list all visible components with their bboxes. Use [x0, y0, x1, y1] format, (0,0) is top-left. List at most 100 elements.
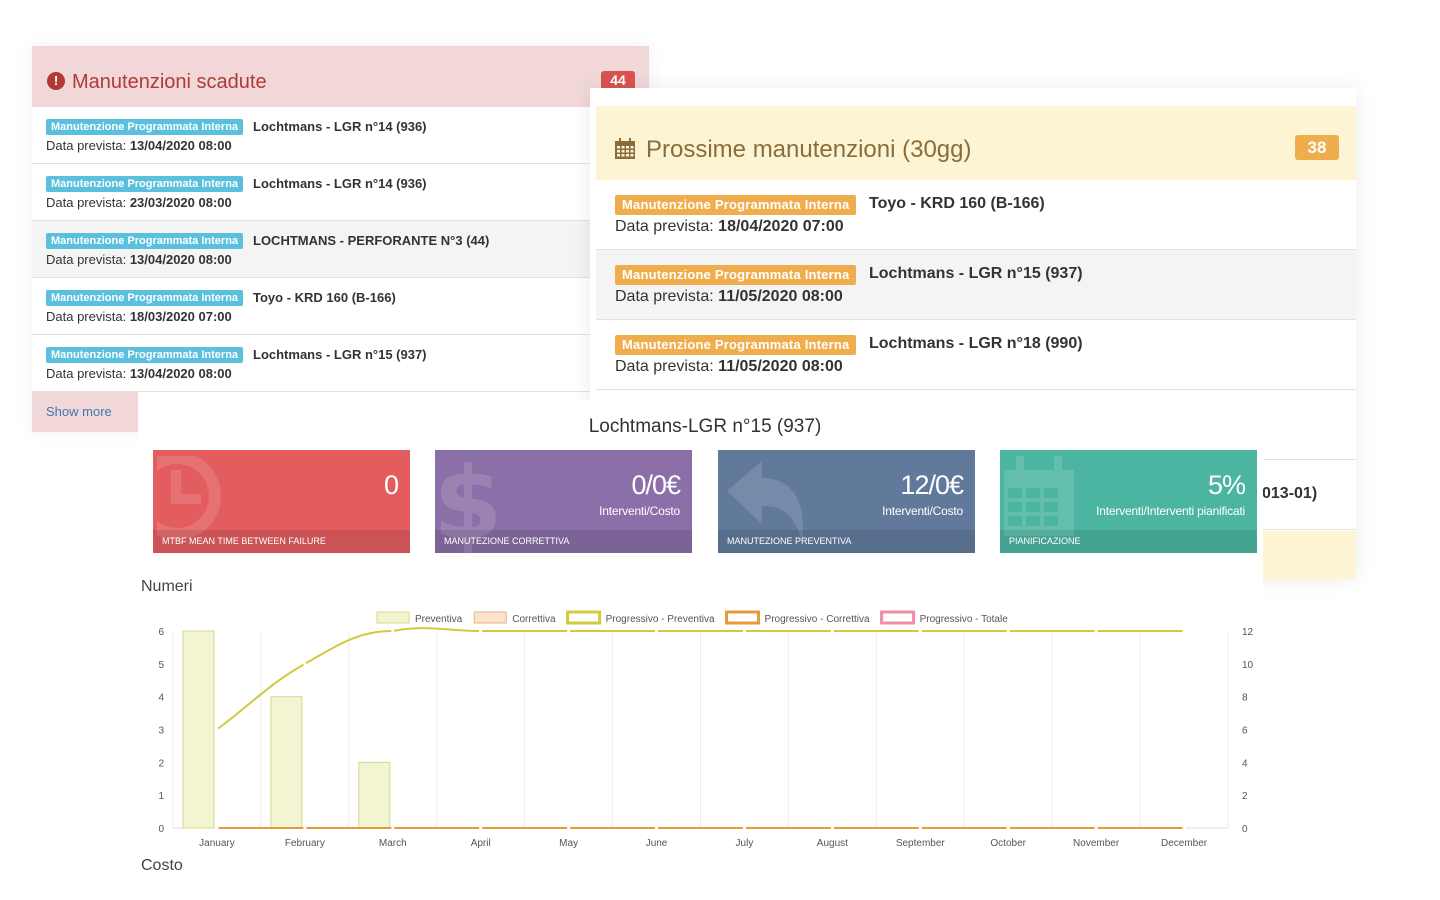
list-item[interactable]: Manutenzione Programmata Interna Lochtma…	[32, 164, 590, 221]
tile-subtitle: Interventi/Costo	[599, 504, 680, 518]
y-right-tick-label: 8	[1242, 693, 1248, 704]
legend-label: Progressivo - Correttiva	[765, 614, 870, 625]
equipment-stats-panel: Lochtmans-LGR n°15 (937) 0 MTBF mean tim…	[138, 400, 1263, 900]
y-left-tick-label: 4	[158, 693, 164, 704]
maintenance-type-tag: Manutenzione Programmata Interna	[46, 233, 244, 249]
list-item[interactable]: Manutenzione Programmata Interna Lochtma…	[32, 107, 590, 164]
line-point	[1182, 629, 1186, 633]
line-progressivo-preventiva	[216, 627, 1185, 731]
legend-swatch	[725, 610, 761, 625]
tile-subtitle: Interventi/Costo	[882, 504, 963, 518]
corrective-maintenance-tile[interactable]: $ 0/0€ Interventi/Costo Manutezione corr…	[435, 450, 692, 553]
mtbf-tile[interactable]: 0 MTBF mean time between failure	[153, 450, 410, 553]
preventive-maintenance-tile[interactable]: 12/0€ Interventi/Costo Manutezione preve…	[718, 450, 975, 553]
undo-icon	[727, 461, 803, 541]
line-point	[742, 826, 747, 830]
y-right-tick-label: 12	[1242, 627, 1254, 638]
legend-label: Preventiva	[415, 614, 463, 625]
line-point	[391, 826, 395, 830]
planning-tile[interactable]: 5% Interventi/Interventi pianificati Pia…	[1000, 450, 1257, 553]
overdue-count-badge: 44	[601, 71, 635, 91]
upcoming-footer	[1262, 531, 1356, 579]
list-item[interactable]: Manutenzione Programmata Interna LOCHTMA…	[32, 221, 590, 278]
tile-subtitle: Interventi/Interventi pianificati	[1096, 504, 1245, 518]
planned-date: Data prevista: 11/05/2020 08:00	[615, 288, 843, 305]
line-point	[215, 826, 219, 830]
tile-footer: Manutezione correttiva	[435, 530, 692, 553]
bar-preventiva	[270, 696, 303, 829]
calendar-icon	[615, 138, 635, 159]
planned-date: Data prevista: 13/04/2020 08:00	[46, 138, 232, 153]
line-point	[215, 727, 219, 732]
y-left-tick-label: 0	[158, 824, 164, 835]
x-tick-label: July	[736, 838, 754, 849]
overdue-list: Manutenzione Programmata Interna Lochtma…	[32, 107, 590, 392]
legend-swatch	[376, 611, 410, 624]
overdue-maintenance-panel: ! Manutenzioni scadute 44 Manutenzione P…	[32, 46, 649, 432]
line-point	[1094, 826, 1098, 830]
planned-date: Data prevista: 13/04/2020 08:00	[46, 252, 232, 267]
line-point	[303, 662, 307, 666]
tile-value: 5%	[1207, 470, 1246, 500]
list-item[interactable]: Manutenzione Programmata Interna Lochtma…	[32, 335, 590, 392]
overdue-header: ! Manutenzioni scadute 44	[32, 46, 649, 107]
maintenance-type-tag: Manutenzione Programmata Interna	[615, 265, 857, 285]
y-left-tick-label: 1	[158, 791, 164, 802]
maintenance-type-tag: Manutenzione Programmata Interna	[46, 290, 244, 306]
tile-value: 12/0€	[900, 470, 964, 500]
maintenance-type-tag: Manutenzione Programmata Interna	[615, 335, 857, 355]
line-point	[391, 629, 395, 633]
maintenance-type-tag: Manutenzione Programmata Interna	[46, 347, 244, 363]
equipment-name[interactable]: Lochtmans - LGR n°15 (937)	[869, 265, 1083, 282]
equipment-name[interactable]: Toyo - KRD 160 (B-166)	[869, 195, 1045, 212]
line-point	[654, 826, 659, 830]
equipment-name[interactable]: Lochtmans - LGR n°18 (990)	[869, 335, 1083, 352]
y-right-tick-label: 0	[1242, 824, 1248, 835]
x-tick-label: June	[646, 838, 668, 849]
tile-footer: Manutezione preventiva	[718, 530, 975, 553]
legend-label: Progressivo - Totale	[920, 614, 1009, 625]
line-point	[1094, 629, 1098, 633]
list-item[interactable]: Manutenzione Programmata Interna Lochtma…	[596, 320, 1356, 390]
upcoming-title: Prossime manutenzioni (30gg)	[646, 136, 972, 163]
line-point	[479, 826, 483, 830]
list-item[interactable]: Manutenzione Programmata Interna Lochtma…	[596, 250, 1356, 320]
y-right-tick-label: 4	[1242, 758, 1248, 769]
clock-icon	[157, 456, 221, 540]
equipment-name[interactable]: LOCHTMANS - PERFORANTE N°3 (44)	[253, 233, 490, 248]
x-tick-label: September	[896, 838, 946, 849]
y-left-tick-label: 6	[158, 627, 164, 638]
line-point	[567, 826, 571, 830]
legend-swatch	[880, 610, 916, 625]
line-point	[830, 826, 834, 830]
line-point	[1182, 826, 1186, 830]
y-left-tick-label: 5	[158, 660, 164, 671]
legend-swatch	[473, 611, 507, 624]
y-right-tick-label: 10	[1242, 660, 1254, 671]
upcoming-header: Prossime manutenzioni (30gg) 38	[596, 106, 1356, 180]
equipment-name[interactable]: Lochtmans - LGR n°15 (937)	[253, 347, 427, 362]
line-point	[918, 629, 922, 633]
equipment-name[interactable]: Lochtmans - LGR n°14 (936)	[253, 176, 427, 191]
legend-label: Correttiva	[512, 614, 556, 625]
show-more-link[interactable]: Show more	[46, 404, 112, 419]
list-item[interactable]: Manutenzione Programmata Interna Toyo - …	[32, 278, 590, 335]
exclamation-circle-icon: !	[47, 72, 65, 90]
equipment-name[interactable]: Toyo - KRD 160 (B-166)	[253, 290, 396, 305]
list-item[interactable]: Manutenzione Programmata Interna Toyo - …	[596, 180, 1356, 250]
planned-date: Data prevista: 18/04/2020 07:00	[615, 218, 844, 235]
line-point	[830, 629, 834, 633]
line-point	[1006, 826, 1010, 830]
equipment-name[interactable]: Lochtmans - LGR n°14 (936)	[253, 119, 427, 134]
section-numbers-label: Numeri	[141, 578, 193, 595]
y-left-tick-label: 3	[158, 726, 164, 737]
x-tick-label: May	[559, 838, 578, 849]
y-right-tick-label: 6	[1242, 726, 1248, 737]
bar-preventiva	[358, 761, 391, 829]
upcoming-count-badge: 38	[1295, 135, 1339, 160]
x-tick-label: April	[471, 838, 491, 849]
line-point	[303, 826, 307, 830]
legend-label: Progressivo - Preventiva	[606, 614, 715, 625]
line-point	[742, 629, 747, 633]
